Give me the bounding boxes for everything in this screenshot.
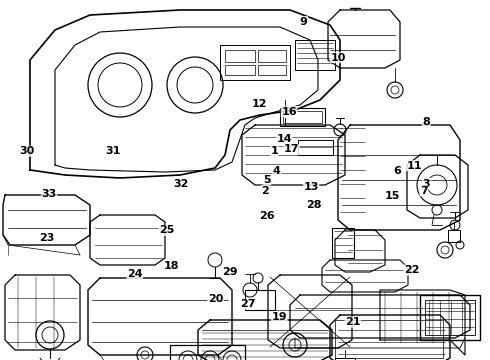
Text: 28: 28	[306, 200, 321, 210]
Text: 7: 7	[420, 186, 428, 196]
Bar	[335, 358, 355, 360]
Bar	[245, 290, 275, 310]
Text: 31: 31	[105, 146, 121, 156]
Text: 9: 9	[300, 17, 308, 27]
Bar	[295, 40, 335, 70]
Text: 29: 29	[222, 267, 238, 277]
Text: 3: 3	[422, 179, 430, 189]
Text: 17: 17	[284, 144, 299, 154]
Bar	[335, 320, 443, 358]
Text: 33: 33	[41, 189, 57, 199]
Text: 2: 2	[261, 186, 269, 196]
Text: 15: 15	[384, 191, 400, 201]
Bar	[283, 111, 322, 123]
Text: 19: 19	[271, 312, 287, 322]
Text: 23: 23	[39, 233, 54, 243]
Bar	[258, 50, 286, 62]
Text: 8: 8	[422, 117, 430, 127]
Bar	[298, 140, 333, 155]
Text: 32: 32	[173, 179, 189, 189]
Bar	[170, 345, 245, 360]
Text: 16: 16	[281, 107, 297, 117]
Bar	[225, 65, 255, 75]
Text: 20: 20	[208, 294, 223, 304]
Text: 21: 21	[345, 317, 361, 327]
Bar	[220, 45, 290, 80]
Text: 25: 25	[159, 225, 174, 235]
Text: 10: 10	[330, 53, 346, 63]
Text: 24: 24	[127, 269, 143, 279]
Text: 5: 5	[263, 175, 271, 185]
Text: 12: 12	[252, 99, 268, 109]
Text: 18: 18	[164, 261, 179, 271]
Bar	[425, 300, 475, 335]
Text: 30: 30	[19, 146, 35, 156]
Text: 26: 26	[259, 211, 275, 221]
Bar	[420, 295, 480, 340]
Text: 14: 14	[276, 134, 292, 144]
Text: 11: 11	[406, 161, 422, 171]
Text: 22: 22	[404, 265, 419, 275]
Bar	[280, 108, 325, 126]
Bar	[448, 230, 460, 242]
Text: 13: 13	[303, 182, 319, 192]
Text: 6: 6	[393, 166, 401, 176]
Bar	[258, 65, 286, 75]
Text: 4: 4	[273, 166, 281, 176]
Bar	[225, 50, 255, 62]
Text: 1: 1	[270, 146, 278, 156]
Text: 27: 27	[240, 299, 255, 309]
Bar	[332, 228, 354, 258]
